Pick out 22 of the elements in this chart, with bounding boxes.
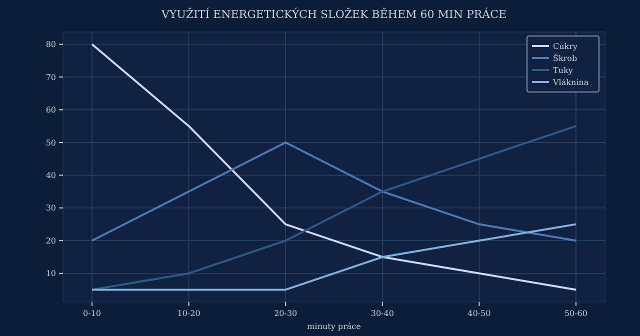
x-tick-label: 50-60 — [564, 309, 588, 318]
legend-label: Škrob — [553, 52, 578, 63]
y-tick-label: 60 — [46, 106, 56, 115]
y-tick-label: 20 — [46, 236, 56, 246]
x-axis-title: minuty práce — [307, 322, 362, 331]
chart-title: VYUŽITÍ ENERGETICKÝCH SLOŽEK BĚHEM 60 MIN PRÁCE — [160, 7, 507, 21]
y-tick-label: 30 — [46, 204, 56, 213]
y-tick-label: 50 — [46, 138, 56, 148]
legend-label: Vláknina — [552, 78, 589, 87]
legend-label: Cukry — [553, 42, 578, 51]
y-tick-label: 40 — [46, 170, 56, 180]
x-tick-label: 0-10 — [83, 309, 102, 318]
legend-label: Tuky — [553, 66, 574, 75]
x-tick-label: 20-30 — [274, 309, 298, 318]
y-tick-label: 70 — [46, 72, 56, 82]
x-tick-label: 30-40 — [370, 309, 394, 318]
line-series — [91, 141, 577, 242]
line-series — [91, 223, 577, 291]
x-tick-label: 10-20 — [177, 309, 200, 318]
x-tick-label: 40-50 — [468, 309, 491, 318]
y-tick-label: 80 — [46, 40, 56, 50]
y-tick-label: 10 — [46, 269, 56, 278]
